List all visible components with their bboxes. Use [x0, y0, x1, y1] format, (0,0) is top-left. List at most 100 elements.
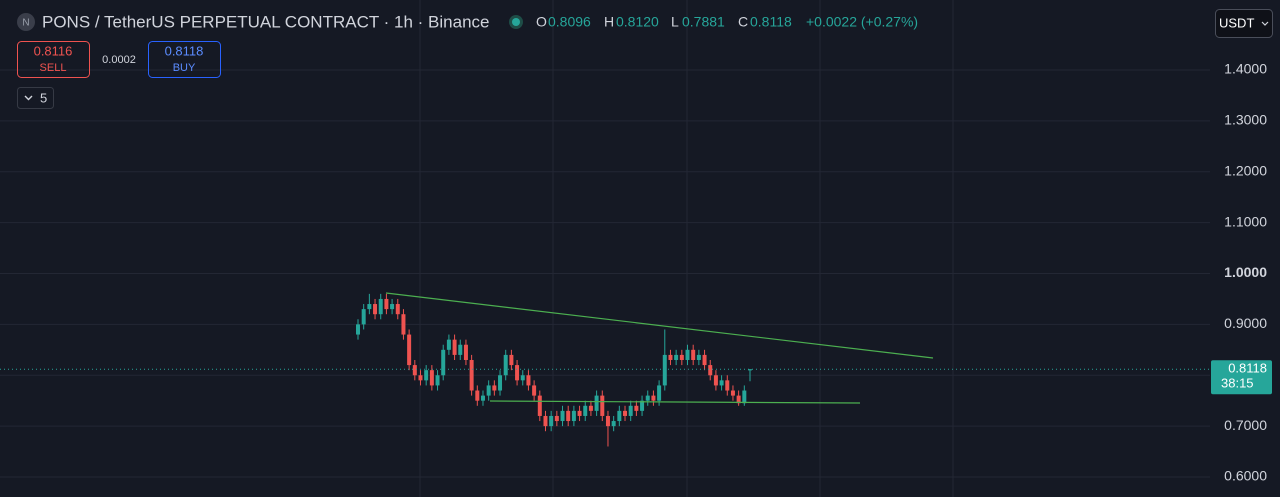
- candle-body: [651, 395, 656, 401]
- candle-body: [696, 354, 701, 360]
- candle-body: [441, 349, 446, 376]
- last-price-label: 0.8118: [1228, 361, 1267, 376]
- y-tick-label: 0.9000: [1224, 315, 1267, 331]
- y-tick-label: 1.4000: [1224, 61, 1267, 77]
- candle-body: [412, 365, 417, 376]
- candle-body: [719, 380, 724, 386]
- currency-button[interactable]: [1215, 9, 1273, 38]
- trend-line: [489, 400, 861, 404]
- indicators-toggle[interactable]: [17, 87, 54, 109]
- y-tick-label: 0.7000: [1224, 417, 1267, 433]
- candle-body: [395, 304, 400, 315]
- candle-body: [418, 375, 423, 381]
- candle-body: [577, 410, 582, 416]
- candle-body: [566, 410, 571, 422]
- candle-body: [691, 349, 696, 360]
- ohlc-value: 0.8120: [616, 14, 659, 30]
- candle-body: [560, 410, 565, 422]
- candle-body: [373, 304, 378, 315]
- candle-body: [730, 390, 735, 396]
- trend-line: [385, 292, 934, 359]
- candle-body: [634, 405, 639, 411]
- ohlc-label: C: [738, 14, 748, 30]
- candle-body: [463, 344, 468, 360]
- symbol-title: PONS / TetherUS PERPETUAL CONTRACT · 1h …: [42, 12, 490, 31]
- candle-body: [356, 324, 360, 335]
- candle-body: [486, 385, 491, 396]
- buy-price[interactable]: 0.8118: [165, 43, 204, 58]
- candle-body: [571, 410, 576, 422]
- candle-body: [708, 365, 713, 376]
- candle-body: [668, 354, 673, 360]
- candle-body: [662, 354, 667, 386]
- candle-body: [554, 415, 559, 422]
- indicators-count[interactable]: 5: [40, 90, 47, 105]
- y-tick-label: 1.1000: [1224, 213, 1267, 229]
- candle-body: [532, 385, 537, 396]
- h-grid: [0, 69, 1210, 478]
- sell-label[interactable]: SELL: [40, 62, 67, 74]
- candle-body: [748, 369, 752, 371]
- candle-body: [537, 395, 542, 416]
- ohlc-label: O: [536, 14, 547, 30]
- candle-body: [390, 304, 395, 310]
- candle-body: [435, 375, 440, 386]
- countdown: 38:15: [1221, 376, 1254, 391]
- candle-body: [492, 385, 497, 391]
- price-axis: 0.60000.70000.80000.90001.00001.10001.20…: [1211, 61, 1272, 484]
- candle-body: [520, 375, 525, 381]
- sell-button[interactable]: [17, 41, 90, 78]
- candle-body: [685, 349, 690, 360]
- candle-body: [549, 415, 554, 427]
- candle-body: [515, 365, 520, 381]
- candle-body: [361, 309, 366, 325]
- candle-body: [378, 298, 383, 315]
- candle-body: [640, 400, 645, 411]
- candle-body: [713, 375, 718, 386]
- candle-body: [452, 339, 457, 355]
- y-tick-label: 1.3000: [1224, 112, 1267, 128]
- candle-body: [407, 334, 412, 366]
- ohlc-value: 0.8118: [750, 14, 792, 30]
- candle-body: [588, 405, 593, 411]
- candle-body: [446, 339, 451, 350]
- candle-body: [480, 395, 485, 401]
- candle-body: [611, 421, 616, 427]
- candles: [0, 293, 1210, 447]
- change: +0.0022 (+0.27%): [806, 14, 918, 30]
- candle-body: [401, 314, 406, 335]
- candle-body: [503, 354, 508, 376]
- candle-body: [725, 380, 730, 391]
- candle-body: [469, 359, 474, 391]
- candle-body: [623, 410, 628, 416]
- candle-body: [742, 390, 747, 404]
- buy-button[interactable]: [148, 41, 221, 78]
- chevron: [1261, 21, 1269, 26]
- ohlc-value: 0.8096: [548, 14, 591, 30]
- sell-price[interactable]: 0.8116: [34, 43, 73, 58]
- candle-body: [674, 354, 679, 360]
- candle-body: [498, 375, 503, 391]
- y-tick-label: 1.2000: [1224, 162, 1267, 178]
- candle-body: [424, 370, 429, 381]
- status-dot: [512, 18, 520, 26]
- candle-body: [617, 410, 622, 422]
- ohlc-value: 0.7881: [682, 14, 725, 30]
- candle-body: [702, 354, 707, 366]
- v-grid: [419, 0, 954, 497]
- spread: 0.0002: [102, 54, 136, 66]
- candle-body: [657, 385, 662, 401]
- symbol-icon-letter: N: [22, 18, 29, 29]
- candle-body: [645, 395, 650, 401]
- currency[interactable]: USDT: [1219, 15, 1254, 30]
- last-price-tag: [1211, 360, 1272, 395]
- candle-body: [458, 344, 463, 355]
- candle-body: [594, 395, 599, 411]
- chevron: [24, 95, 33, 101]
- buy-label[interactable]: BUY: [173, 62, 196, 74]
- candle-body: [475, 390, 480, 401]
- candle-body: [679, 354, 684, 360]
